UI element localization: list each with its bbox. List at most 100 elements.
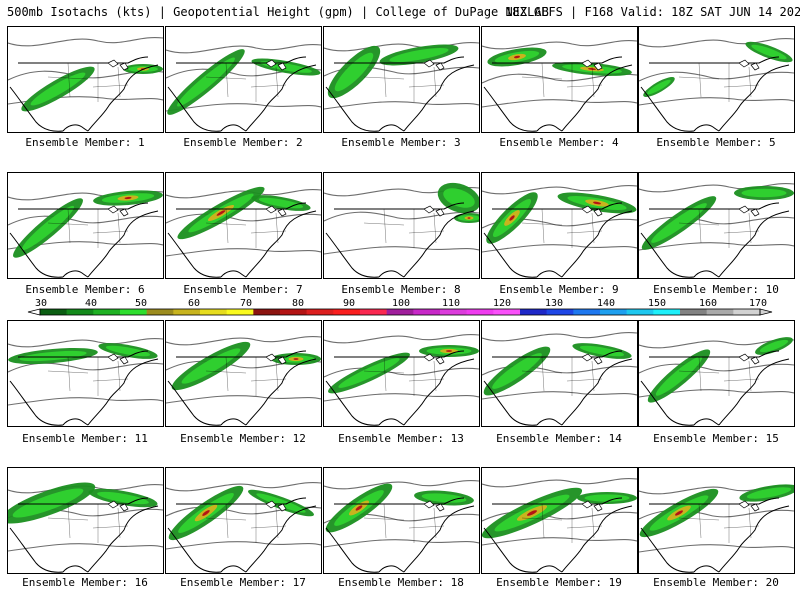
- coastline: [334, 497, 465, 505]
- state-border: [591, 360, 595, 392]
- colorbar-segment: [546, 309, 574, 315]
- coastline: [62, 124, 89, 132]
- coastline: [640, 210, 790, 278]
- ensemble-panel: [638, 26, 795, 133]
- colorbar-segment: [680, 309, 707, 315]
- height-contour: [639, 363, 794, 374]
- ensemble-member-label: Ensemble Member: 9: [499, 283, 619, 296]
- jet-streak: [419, 345, 479, 357]
- state-border: [678, 370, 720, 374]
- state-border: [363, 76, 405, 80]
- height-contour: [166, 395, 321, 404]
- colorbar-segment: [280, 309, 307, 315]
- coastline: [9, 64, 159, 132]
- jet-streak: [248, 489, 314, 517]
- great-lakes: [423, 205, 445, 217]
- colorbar-segment: [93, 309, 121, 315]
- state-border: [275, 507, 279, 539]
- ensemble-panel: [481, 26, 638, 133]
- great-lakes: [107, 353, 129, 365]
- height-contour: [639, 216, 794, 227]
- height-contour: [639, 97, 794, 106]
- colorbar-label: 50: [135, 298, 147, 309]
- ensemble-member-label: Ensemble Member: 16: [22, 576, 148, 589]
- state-border: [67, 356, 71, 392]
- state-border: [566, 378, 603, 382]
- coastline: [334, 350, 465, 358]
- ensemble-map: [324, 41, 479, 132]
- height-contour: [8, 483, 163, 494]
- jet-streak: [557, 192, 637, 214]
- coastline: [334, 202, 465, 210]
- state-border: [678, 222, 720, 226]
- jet-streak: [486, 192, 538, 244]
- state-border: [433, 360, 437, 392]
- state-border: [47, 370, 89, 374]
- state-border: [591, 66, 595, 98]
- state-border: [205, 370, 247, 374]
- jet-streak: [483, 346, 551, 396]
- height-contour: [482, 391, 637, 400]
- state-border: [67, 503, 71, 539]
- jet-streak: [8, 347, 98, 365]
- coastline: [492, 56, 623, 64]
- great-lakes: [265, 59, 287, 71]
- state-border: [748, 66, 752, 98]
- coastline: [220, 565, 247, 573]
- state-border: [698, 62, 702, 98]
- great-lakes: [265, 205, 287, 217]
- ensemble-member-label: Ensemble Member: 6: [25, 283, 145, 296]
- ensemble-map: [482, 184, 637, 278]
- state-border: [225, 62, 229, 98]
- ensemble-map: [639, 337, 794, 426]
- colorbar-label: 150: [648, 298, 666, 309]
- colorbar-label: 140: [597, 298, 615, 309]
- great-lakes: [423, 59, 445, 71]
- colorbar-segment: [413, 309, 441, 315]
- state-border: [47, 517, 89, 521]
- state-border: [205, 76, 247, 80]
- ensemble-map: [482, 331, 637, 426]
- colorbar-segment: [120, 309, 147, 315]
- state-border: [363, 370, 405, 374]
- great-lakes: [581, 353, 603, 365]
- ensemble-panel: [638, 320, 795, 427]
- jet-streak: [739, 484, 794, 502]
- state-border: [275, 66, 279, 98]
- ensemble-panel: [481, 172, 638, 279]
- ensemble-panel: [7, 467, 164, 574]
- height-contour: [482, 39, 637, 50]
- colorbar-segment: [226, 309, 254, 315]
- coastline: [220, 270, 247, 278]
- coastline: [536, 418, 563, 426]
- jet-streak: [379, 44, 459, 66]
- height-contour: [482, 244, 637, 253]
- state-border: [383, 356, 387, 392]
- coastline: [649, 56, 780, 64]
- state-border: [250, 378, 287, 382]
- coastline: [483, 505, 633, 573]
- ensemble-map: [166, 43, 321, 132]
- jet-streak: [167, 49, 245, 115]
- colorbar-segment: [40, 309, 67, 315]
- great-lakes: [107, 500, 129, 512]
- height-contour: [166, 43, 321, 54]
- state-border: [541, 62, 545, 98]
- colorbar-label: 170: [749, 298, 767, 309]
- colorbar-label: 80: [292, 298, 304, 309]
- coastline: [220, 418, 247, 426]
- great-lakes: [423, 500, 445, 512]
- state-border: [383, 503, 387, 539]
- ensemble-map: [639, 484, 794, 573]
- great-lakes: [423, 353, 445, 365]
- state-border: [591, 507, 595, 539]
- ensemble-member-label: Ensemble Member: 20: [653, 576, 779, 589]
- coastline: [536, 124, 563, 132]
- jet-streak: [577, 492, 637, 504]
- jet-streak: [98, 343, 158, 359]
- coastline: [176, 56, 307, 64]
- state-border: [250, 525, 287, 529]
- ensemble-panel: [323, 172, 480, 279]
- state-border: [408, 378, 445, 382]
- height-contour: [639, 509, 794, 520]
